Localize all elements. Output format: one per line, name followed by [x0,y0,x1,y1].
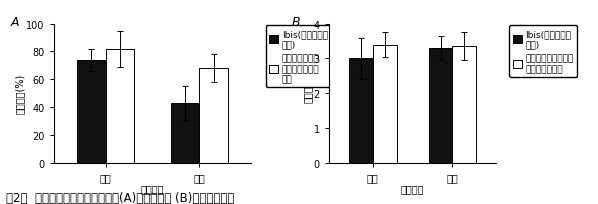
Legend: Ibis(雪腐病抗抗
性弱), ホロシリコムギ（雪
腐病抗抗性強）: Ibis(雪腐病抗抗 性弱), ホロシリコムギ（雪 腐病抗抗性強） [509,26,578,77]
Y-axis label: 全茎数: 全茎数 [302,85,312,103]
Bar [77,61,105,163]
Bar [373,45,396,163]
X-axis label: 土壌水分: 土壌水分 [401,184,425,193]
Y-axis label: 生存茎率(%): 生存茎率(%) [15,74,25,114]
Text: 図2．  土壌水分量が雪腐病抗抗性(A)及び全茎数 (B)に及ぼす影響: 図2． 土壌水分量が雪腐病抗抗性(A)及び全茎数 (B)に及ぼす影響 [6,191,234,204]
Bar [453,47,477,163]
Bar [200,69,228,163]
Bar [171,104,200,163]
Bar [429,49,453,163]
Bar [349,59,373,163]
X-axis label: 土壌水分: 土壌水分 [141,184,164,193]
Text: A: A [10,16,19,29]
Text: B: B [292,16,301,29]
Legend: Ibis(雪腐病抗抗
性弱), ホロシリコムギ
（雪腐病抗抗性
強）: Ibis(雪腐病抗抗 性弱), ホロシリコムギ （雪腐病抗抗性 強） [266,26,331,88]
Bar [105,49,134,163]
